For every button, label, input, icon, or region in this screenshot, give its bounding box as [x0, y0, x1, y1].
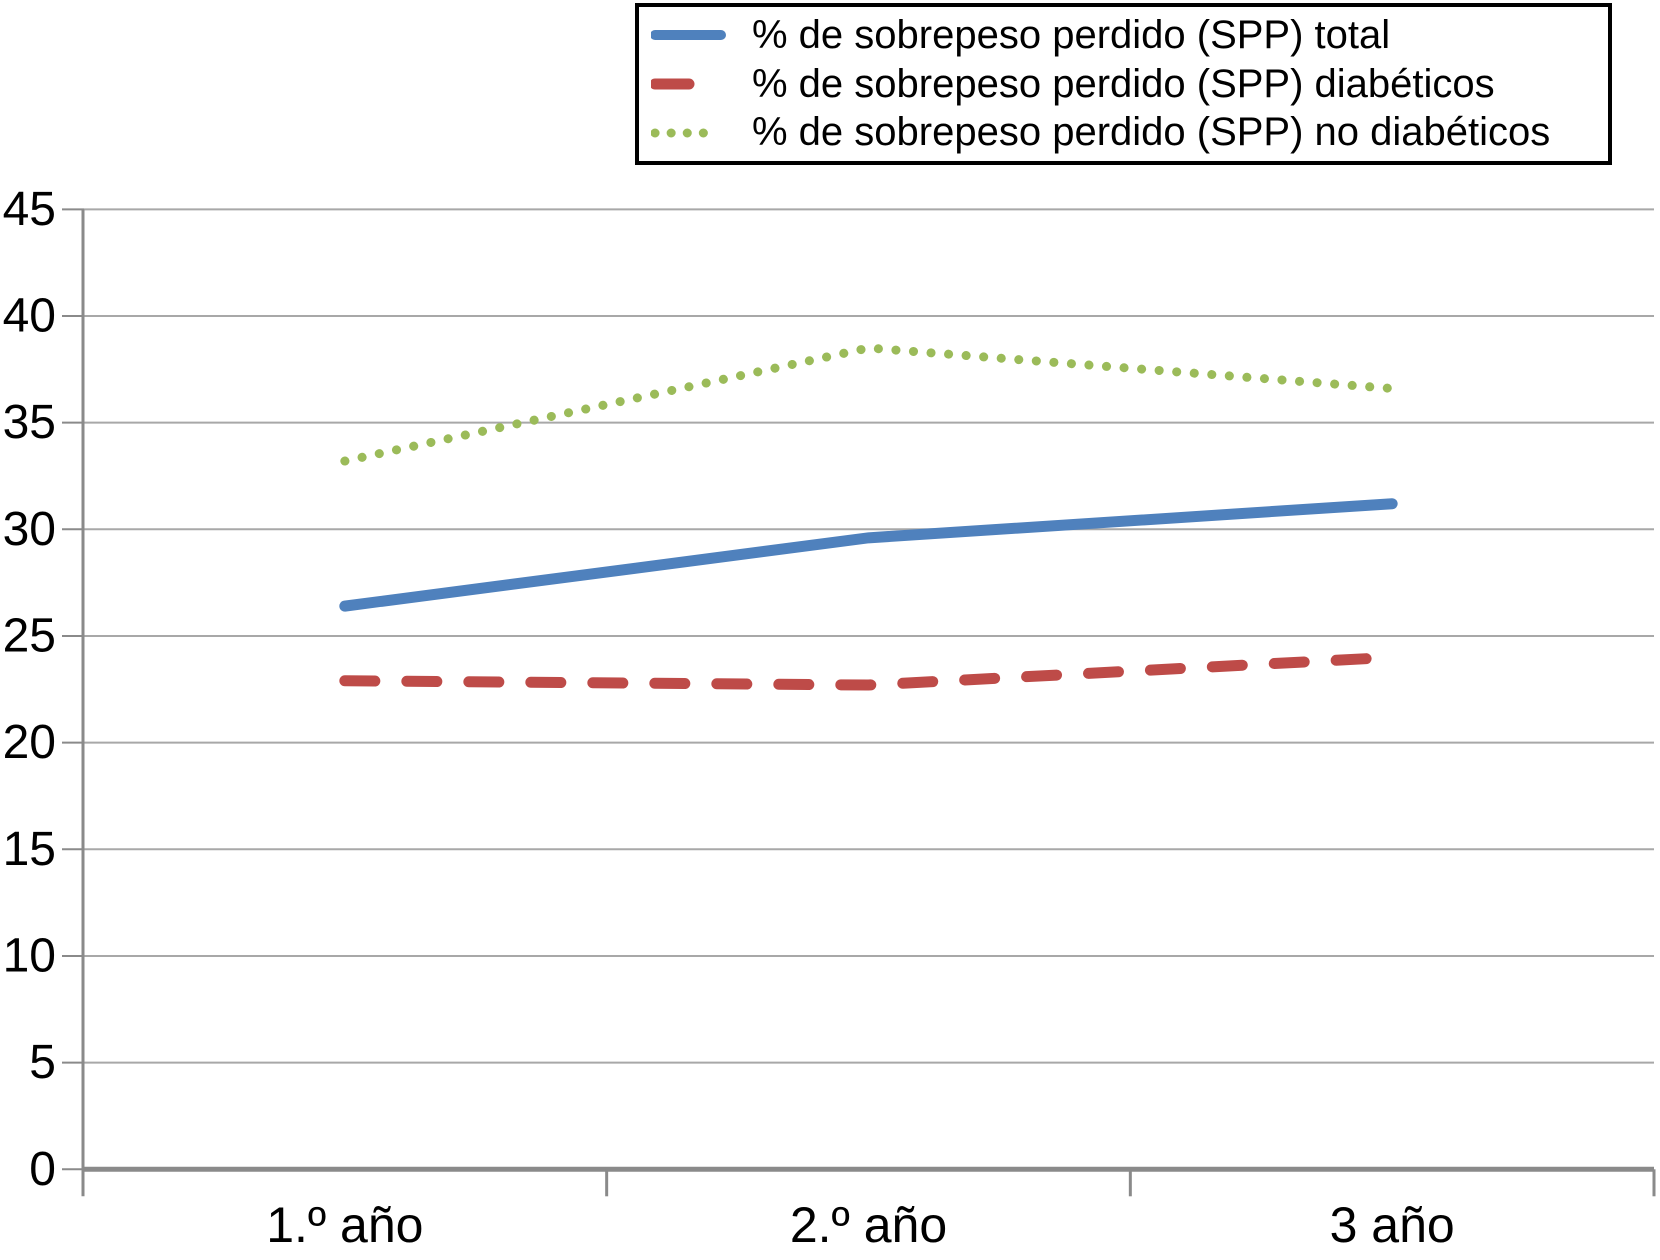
legend: % de sobrepeso perdido (SPP) total % de … [635, 3, 1612, 165]
y-tick-label: 30 [3, 503, 56, 556]
legend-label-no-diabeticos: % de sobrepeso perdido (SPP) no diabétic… [752, 110, 1551, 155]
y-tick-label: 10 [3, 929, 56, 982]
y-tick-label: 5 [29, 1036, 56, 1089]
total-line-sample-icon [651, 30, 726, 41]
legend-label-diabeticos: % de sobrepeso perdido (SPP) diabéticos [752, 61, 1495, 106]
legend-item-diabeticos: % de sobrepeso perdido (SPP) diabéticos [651, 60, 1608, 109]
legend-label-total: % de sobrepeso perdido (SPP) total [752, 12, 1391, 57]
series-line-0 [339, 498, 1398, 612]
series-line-2 [340, 343, 1397, 466]
diabeticos-line-sample-icon [651, 78, 695, 90]
y-tick-label: 0 [29, 1143, 56, 1196]
x-tick-label: 3 año [1330, 1197, 1455, 1253]
y-tick-label: 20 [3, 716, 56, 769]
y-tick-label: 25 [3, 609, 56, 662]
y-tick-label: 40 [3, 289, 56, 342]
y-tick-label: 15 [3, 823, 56, 876]
y-tick-label: 35 [3, 396, 56, 449]
series-line-1 [339, 651, 1398, 691]
legend-item-total: % de sobrepeso perdido (SPP) total [651, 11, 1608, 60]
x-tick-label: 1.º año [266, 1197, 423, 1253]
no-diabeticos-line-sample-icon [651, 128, 718, 138]
legend-item-no-diabeticos: % de sobrepeso perdido (SPP) no diabétic… [651, 108, 1608, 157]
y-tick-label: 45 [3, 183, 56, 236]
x-tick-label: 2.º año [790, 1197, 947, 1253]
